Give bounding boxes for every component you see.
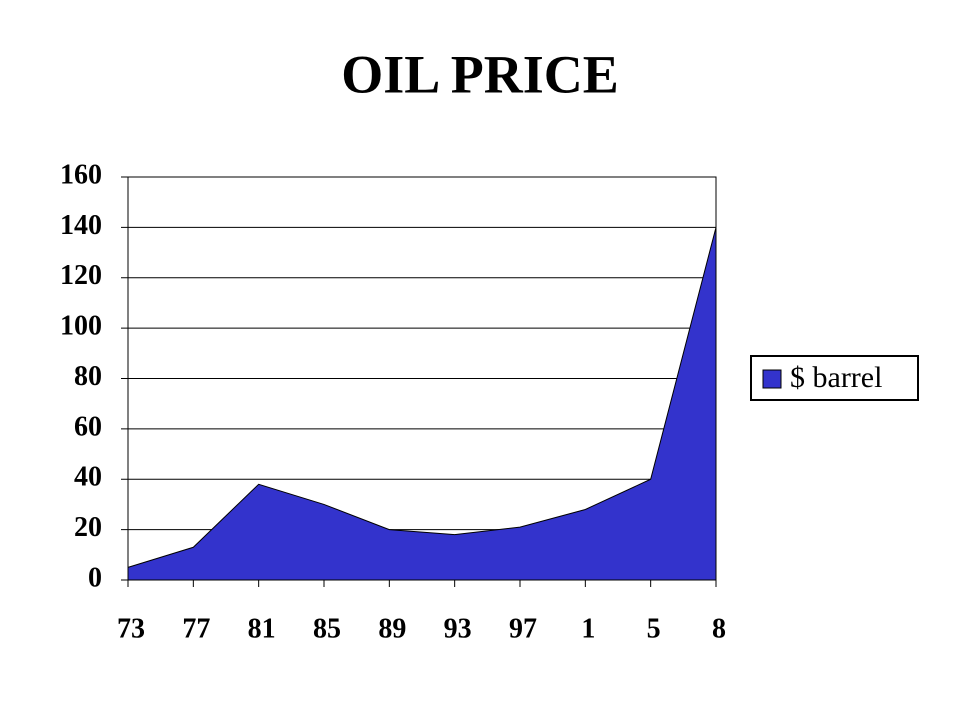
plot-frame [127, 176, 717, 581]
x-tick-label: 81 [248, 613, 276, 644]
x-tick-label: 93 [444, 613, 472, 644]
legend-label: $ barrel [790, 361, 882, 394]
x-tick-label: 85 [313, 613, 341, 644]
legend-swatch [762, 369, 782, 389]
y-tick-label: 80 [74, 361, 102, 392]
chart-title: OIL PRICE [341, 44, 619, 104]
x-tick-label: 8 [712, 613, 726, 644]
y-tick-label: 20 [74, 512, 102, 543]
y-tick-label: 140 [60, 210, 102, 241]
y-tick-label: 100 [60, 311, 102, 342]
x-tick-label: 89 [378, 613, 406, 644]
area [127, 227, 717, 581]
x-tick-label: 5 [647, 613, 661, 644]
x-tick-label: 73 [117, 613, 145, 644]
y-tick-label: 40 [74, 462, 102, 493]
x-tick-label: 1 [581, 613, 595, 644]
y-tick-label: 160 [60, 159, 102, 190]
y-tick-label: 120 [60, 260, 102, 291]
y-tick-label: 0 [88, 562, 102, 593]
y-tick-label: 60 [74, 411, 102, 442]
x-tick-label: 77 [182, 613, 210, 644]
x-tick-label: 97 [509, 613, 537, 644]
